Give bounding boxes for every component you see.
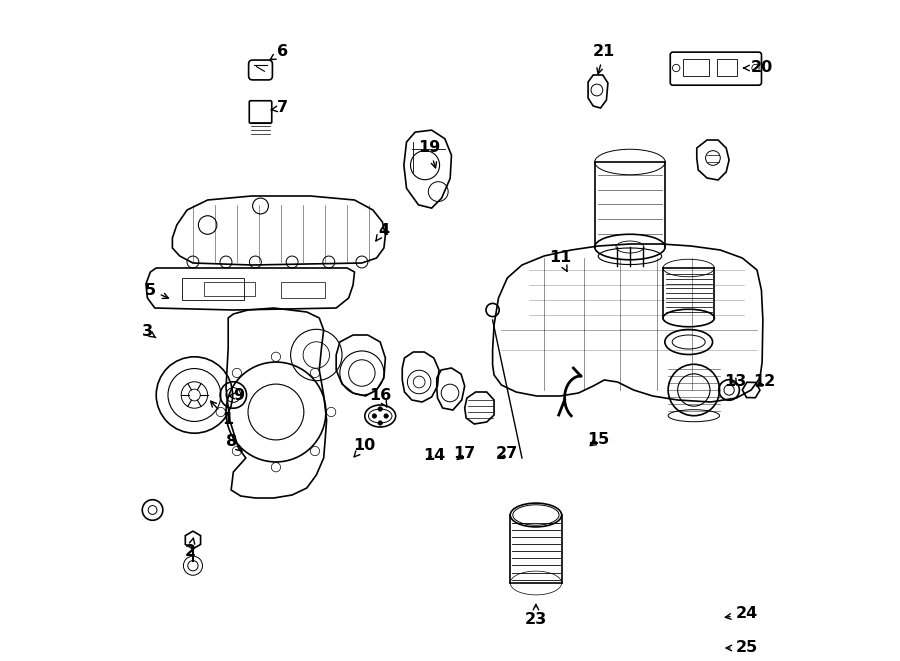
Text: 21: 21 <box>593 44 616 74</box>
Text: 1: 1 <box>211 401 234 428</box>
Bar <box>182 278 245 300</box>
Text: 8: 8 <box>226 434 242 451</box>
Text: 6: 6 <box>270 44 288 59</box>
Text: 9: 9 <box>229 389 244 403</box>
Text: 5: 5 <box>145 282 168 299</box>
Text: 4: 4 <box>376 223 390 241</box>
Text: 7: 7 <box>271 100 288 116</box>
Text: 19: 19 <box>418 141 441 168</box>
Circle shape <box>378 421 382 425</box>
Circle shape <box>384 414 388 418</box>
Bar <box>281 282 325 298</box>
Text: 14: 14 <box>423 447 445 463</box>
Bar <box>717 59 737 76</box>
Text: 23: 23 <box>525 604 547 627</box>
Text: 2: 2 <box>184 538 195 559</box>
Text: 16: 16 <box>369 389 392 407</box>
Text: 20: 20 <box>743 61 772 75</box>
Text: 27: 27 <box>496 446 518 461</box>
Text: 15: 15 <box>587 432 609 447</box>
Bar <box>683 59 709 76</box>
Text: 3: 3 <box>142 325 156 340</box>
Text: 11: 11 <box>549 251 572 271</box>
Bar <box>204 282 256 296</box>
Text: 12: 12 <box>753 375 776 389</box>
Text: 10: 10 <box>353 438 375 457</box>
Circle shape <box>372 414 376 418</box>
Text: 24: 24 <box>725 607 758 621</box>
Text: 13: 13 <box>724 375 746 389</box>
Text: 17: 17 <box>454 446 476 461</box>
Circle shape <box>378 407 382 411</box>
Text: 25: 25 <box>726 641 758 656</box>
